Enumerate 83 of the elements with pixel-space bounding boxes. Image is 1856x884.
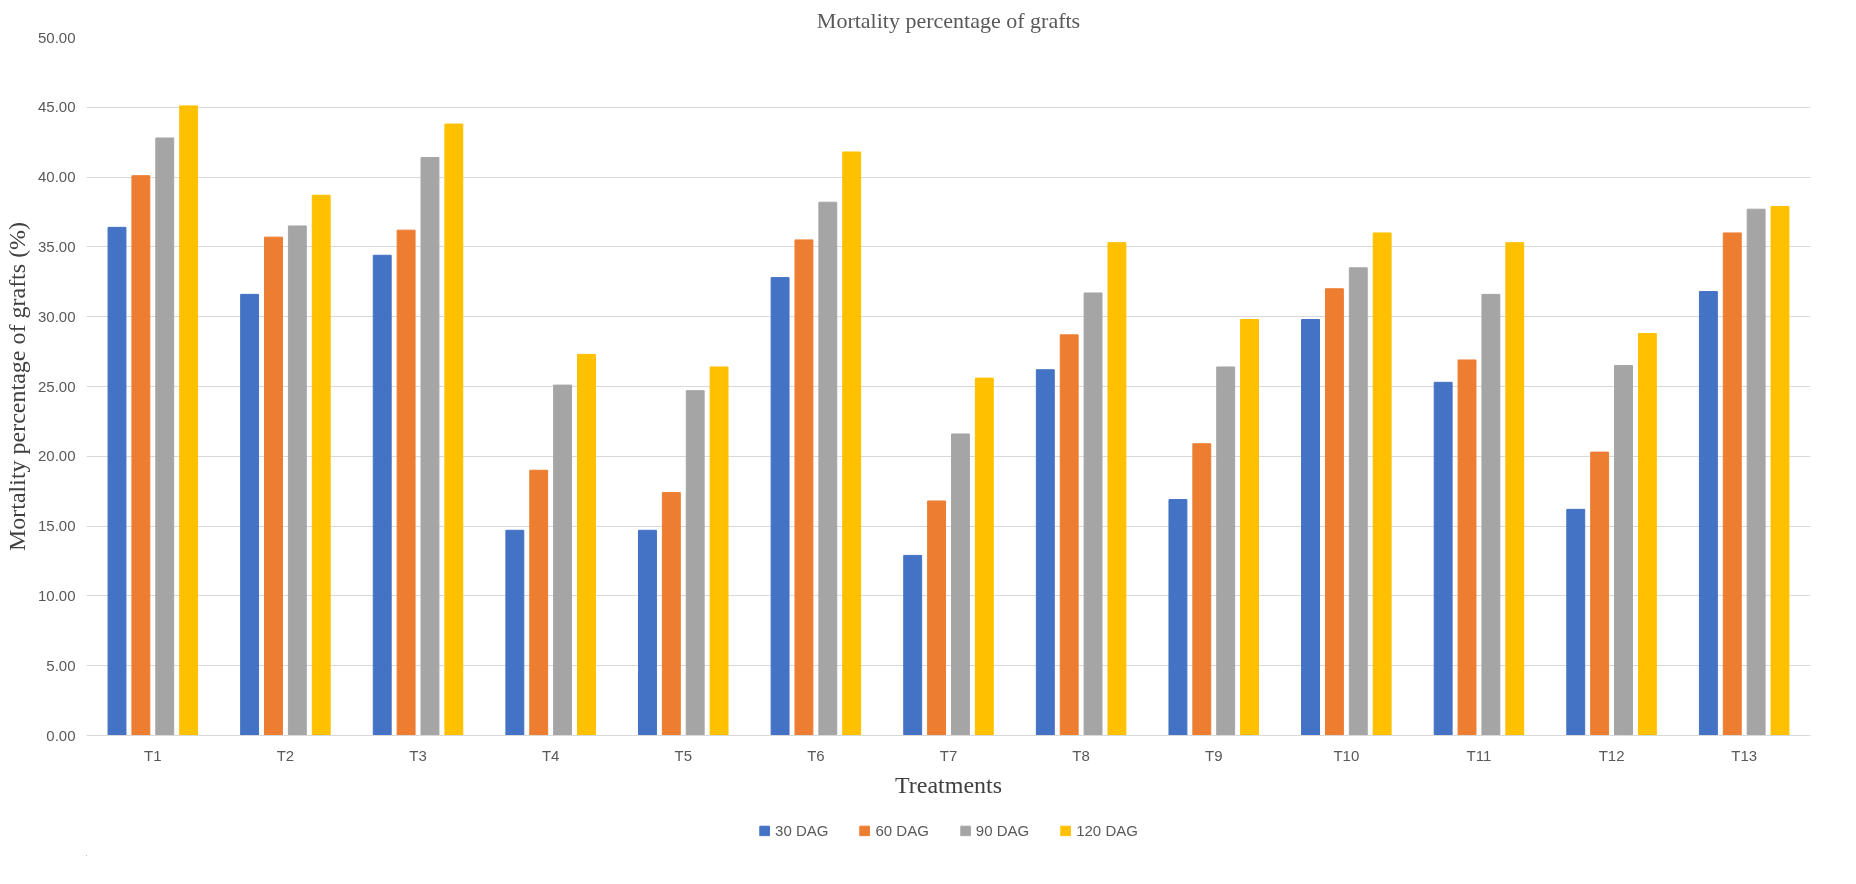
x-tick-label: T11 (1466, 746, 1492, 764)
bar (638, 529, 657, 736)
bar (505, 529, 525, 736)
x-tick-label: T9 (1204, 746, 1223, 764)
x-tick-label: T13 (1731, 746, 1758, 764)
bar (927, 500, 947, 736)
bar (264, 236, 283, 736)
x-tick-label: T1 (144, 746, 162, 764)
x-tick-label: T4 (541, 746, 560, 764)
bar (311, 194, 331, 736)
bar (1059, 334, 1079, 736)
bar (661, 492, 681, 736)
bar (107, 226, 127, 736)
bar (1372, 232, 1392, 736)
bar (709, 366, 729, 736)
y-tick-label: 50.00 (37, 28, 76, 46)
y-tick-label: 45.00 (37, 98, 76, 116)
y-tick-label: 15.00 (37, 517, 76, 535)
x-tick-label: T5 (674, 746, 693, 764)
bar (1505, 242, 1525, 736)
bar (818, 201, 838, 736)
bar (240, 293, 260, 736)
bar (1722, 232, 1742, 736)
bar (155, 137, 175, 736)
x-tick-label: T3 (409, 746, 427, 764)
bar (1746, 208, 1766, 736)
bar (1107, 242, 1127, 736)
legend-label: 60 DAG (875, 821, 929, 839)
bar (1457, 359, 1477, 736)
y-tick-label: 25.00 (37, 377, 76, 395)
legend-label: 120 DAG (1076, 821, 1138, 839)
x-tick-label: T10 (1333, 746, 1360, 764)
bar (1192, 443, 1212, 736)
y-tick-label: 0.00 (46, 726, 76, 744)
x-tick-label: T12 (1598, 746, 1625, 764)
bar (1301, 318, 1320, 736)
y-tick-label: 30.00 (37, 307, 76, 325)
y-axis-title: Mortality percentage of grafts (%) (3, 221, 30, 552)
bar (131, 175, 151, 736)
bar (577, 353, 596, 736)
x-tick-label: T7 (939, 746, 958, 764)
bar (794, 239, 814, 736)
bar (420, 157, 440, 736)
bar (1566, 508, 1586, 736)
bar (1770, 205, 1790, 736)
bar (444, 123, 464, 736)
bar (1590, 451, 1610, 736)
y-tick-label: 20.00 (37, 447, 76, 465)
bar (950, 433, 970, 736)
bar (1324, 288, 1344, 736)
y-tick-label: 40.00 (37, 168, 76, 186)
x-tick-label: T8 (1072, 746, 1090, 764)
bar (553, 384, 573, 736)
bar (529, 469, 549, 736)
bar (1216, 366, 1236, 736)
bar (1698, 291, 1718, 736)
y-tick-label: 35.00 (37, 237, 76, 255)
bar (1348, 267, 1368, 736)
bar (287, 225, 307, 736)
bar (1637, 332, 1657, 736)
bar (770, 277, 790, 736)
x-tick-label: T2 (276, 746, 295, 764)
bar (974, 377, 994, 736)
legend-label: 30 DAG (775, 821, 829, 839)
x-tick-label: T6 (807, 746, 825, 764)
bar (372, 254, 392, 736)
bar (685, 390, 705, 736)
bar (1481, 293, 1501, 736)
bar (842, 151, 862, 736)
bar (179, 105, 199, 736)
x-axis-title: Treatments (894, 771, 1003, 798)
bar (1240, 318, 1259, 736)
bar (1083, 292, 1103, 736)
legend-label: 90 DAG (975, 821, 1030, 839)
bar (903, 554, 923, 736)
y-tick-label: 5.00 (46, 656, 76, 674)
bar (1168, 499, 1188, 736)
bar (396, 229, 416, 736)
bar (1035, 369, 1055, 736)
bar (1614, 365, 1633, 736)
bar (1433, 381, 1453, 736)
chart-title: Mortality percentage of grafts (816, 7, 1081, 33)
y-tick-label: 10.00 (37, 586, 76, 604)
